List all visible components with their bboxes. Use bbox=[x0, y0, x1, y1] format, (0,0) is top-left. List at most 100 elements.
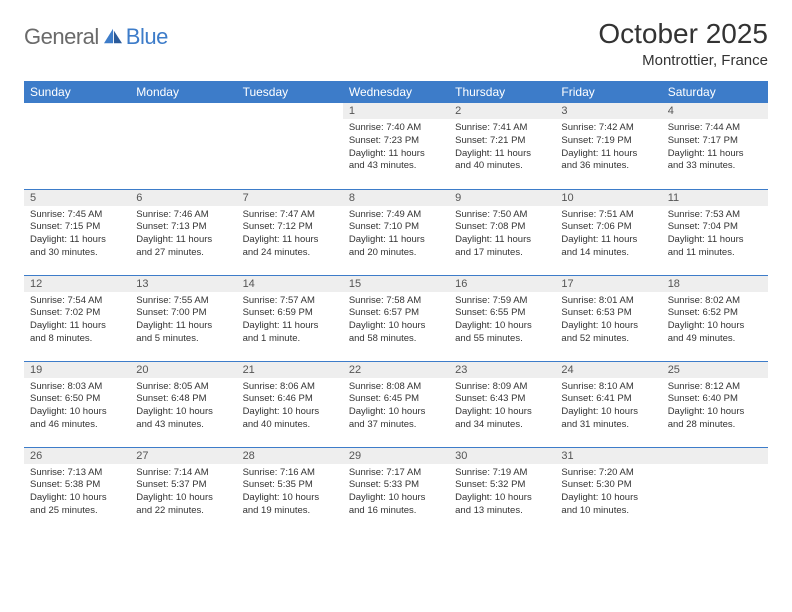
day-number: 28 bbox=[237, 448, 343, 464]
day-content: Sunrise: 7:20 AMSunset: 5:30 PMDaylight:… bbox=[555, 464, 661, 522]
logo-text-blue: Blue bbox=[126, 24, 168, 50]
day-content: Sunrise: 8:06 AMSunset: 6:46 PMDaylight:… bbox=[237, 378, 343, 436]
day-number: 12 bbox=[24, 276, 130, 292]
day-content: Sunrise: 8:12 AMSunset: 6:40 PMDaylight:… bbox=[662, 378, 768, 436]
day-cell: 11Sunrise: 7:53 AMSunset: 7:04 PMDayligh… bbox=[662, 189, 768, 275]
day-cell bbox=[130, 103, 236, 189]
day-number: 11 bbox=[662, 190, 768, 206]
day-cell: 30Sunrise: 7:19 AMSunset: 5:32 PMDayligh… bbox=[449, 447, 555, 533]
day-cell: 18Sunrise: 8:02 AMSunset: 6:52 PMDayligh… bbox=[662, 275, 768, 361]
day-number: 21 bbox=[237, 362, 343, 378]
location: Montrottier, France bbox=[598, 52, 768, 69]
day-content: Sunrise: 7:19 AMSunset: 5:32 PMDaylight:… bbox=[449, 464, 555, 522]
day-cell bbox=[662, 447, 768, 533]
day-number: 13 bbox=[130, 276, 236, 292]
day-number: 3 bbox=[555, 103, 661, 119]
day-cell: 4Sunrise: 7:44 AMSunset: 7:17 PMDaylight… bbox=[662, 103, 768, 189]
day-cell: 13Sunrise: 7:55 AMSunset: 7:00 PMDayligh… bbox=[130, 275, 236, 361]
day-content: Sunrise: 7:14 AMSunset: 5:37 PMDaylight:… bbox=[130, 464, 236, 522]
calendar-body: 1Sunrise: 7:40 AMSunset: 7:23 PMDaylight… bbox=[24, 103, 768, 533]
day-content: Sunrise: 7:41 AMSunset: 7:21 PMDaylight:… bbox=[449, 119, 555, 177]
day-content: Sunrise: 7:55 AMSunset: 7:00 PMDaylight:… bbox=[130, 292, 236, 350]
day-cell: 26Sunrise: 7:13 AMSunset: 5:38 PMDayligh… bbox=[24, 447, 130, 533]
day-cell: 28Sunrise: 7:16 AMSunset: 5:35 PMDayligh… bbox=[237, 447, 343, 533]
title-block: October 2025 Montrottier, France bbox=[598, 18, 768, 69]
week-row: 1Sunrise: 7:40 AMSunset: 7:23 PMDaylight… bbox=[24, 103, 768, 189]
day-number: 25 bbox=[662, 362, 768, 378]
day-number: 24 bbox=[555, 362, 661, 378]
logo-text-general: General bbox=[24, 24, 99, 50]
day-number: 2 bbox=[449, 103, 555, 119]
day-content: Sunrise: 7:53 AMSunset: 7:04 PMDaylight:… bbox=[662, 206, 768, 264]
day-cell: 3Sunrise: 7:42 AMSunset: 7:19 PMDaylight… bbox=[555, 103, 661, 189]
weekday-header-cell: Friday bbox=[555, 81, 661, 103]
week-row: 12Sunrise: 7:54 AMSunset: 7:02 PMDayligh… bbox=[24, 275, 768, 361]
day-content: Sunrise: 7:54 AMSunset: 7:02 PMDaylight:… bbox=[24, 292, 130, 350]
day-content: Sunrise: 8:10 AMSunset: 6:41 PMDaylight:… bbox=[555, 378, 661, 436]
day-number: 27 bbox=[130, 448, 236, 464]
day-cell bbox=[24, 103, 130, 189]
day-content: Sunrise: 8:02 AMSunset: 6:52 PMDaylight:… bbox=[662, 292, 768, 350]
weekday-header-cell: Saturday bbox=[662, 81, 768, 103]
day-number: 1 bbox=[343, 103, 449, 119]
day-cell: 29Sunrise: 7:17 AMSunset: 5:33 PMDayligh… bbox=[343, 447, 449, 533]
day-content: Sunrise: 7:47 AMSunset: 7:12 PMDaylight:… bbox=[237, 206, 343, 264]
day-number: 29 bbox=[343, 448, 449, 464]
day-cell: 22Sunrise: 8:08 AMSunset: 6:45 PMDayligh… bbox=[343, 361, 449, 447]
day-cell: 17Sunrise: 8:01 AMSunset: 6:53 PMDayligh… bbox=[555, 275, 661, 361]
day-number: 7 bbox=[237, 190, 343, 206]
day-cell: 16Sunrise: 7:59 AMSunset: 6:55 PMDayligh… bbox=[449, 275, 555, 361]
day-content: Sunrise: 7:57 AMSunset: 6:59 PMDaylight:… bbox=[237, 292, 343, 350]
day-cell: 21Sunrise: 8:06 AMSunset: 6:46 PMDayligh… bbox=[237, 361, 343, 447]
day-number: 14 bbox=[237, 276, 343, 292]
day-content: Sunrise: 7:16 AMSunset: 5:35 PMDaylight:… bbox=[237, 464, 343, 522]
day-content: Sunrise: 7:45 AMSunset: 7:15 PMDaylight:… bbox=[24, 206, 130, 264]
day-content: Sunrise: 7:50 AMSunset: 7:08 PMDaylight:… bbox=[449, 206, 555, 264]
day-content: Sunrise: 8:05 AMSunset: 6:48 PMDaylight:… bbox=[130, 378, 236, 436]
day-number: 5 bbox=[24, 190, 130, 206]
day-number: 30 bbox=[449, 448, 555, 464]
week-row: 26Sunrise: 7:13 AMSunset: 5:38 PMDayligh… bbox=[24, 447, 768, 533]
day-content: Sunrise: 7:44 AMSunset: 7:17 PMDaylight:… bbox=[662, 119, 768, 177]
day-cell: 23Sunrise: 8:09 AMSunset: 6:43 PMDayligh… bbox=[449, 361, 555, 447]
header: General Blue October 2025 Montrottier, F… bbox=[24, 18, 768, 69]
weekday-header-cell: Monday bbox=[130, 81, 236, 103]
weekday-header-cell: Wednesday bbox=[343, 81, 449, 103]
logo: General Blue bbox=[24, 18, 168, 50]
day-content: Sunrise: 7:40 AMSunset: 7:23 PMDaylight:… bbox=[343, 119, 449, 177]
day-content: Sunrise: 8:03 AMSunset: 6:50 PMDaylight:… bbox=[24, 378, 130, 436]
day-number: 10 bbox=[555, 190, 661, 206]
day-number-empty bbox=[662, 448, 768, 464]
day-content: Sunrise: 8:01 AMSunset: 6:53 PMDaylight:… bbox=[555, 292, 661, 350]
day-content: Sunrise: 7:58 AMSunset: 6:57 PMDaylight:… bbox=[343, 292, 449, 350]
day-cell: 6Sunrise: 7:46 AMSunset: 7:13 PMDaylight… bbox=[130, 189, 236, 275]
day-content: Sunrise: 7:13 AMSunset: 5:38 PMDaylight:… bbox=[24, 464, 130, 522]
day-cell: 24Sunrise: 8:10 AMSunset: 6:41 PMDayligh… bbox=[555, 361, 661, 447]
day-cell: 12Sunrise: 7:54 AMSunset: 7:02 PMDayligh… bbox=[24, 275, 130, 361]
day-content: Sunrise: 7:49 AMSunset: 7:10 PMDaylight:… bbox=[343, 206, 449, 264]
day-number: 6 bbox=[130, 190, 236, 206]
day-cell: 9Sunrise: 7:50 AMSunset: 7:08 PMDaylight… bbox=[449, 189, 555, 275]
month-title: October 2025 bbox=[598, 18, 768, 50]
day-number: 4 bbox=[662, 103, 768, 119]
day-number: 31 bbox=[555, 448, 661, 464]
day-cell: 5Sunrise: 7:45 AMSunset: 7:15 PMDaylight… bbox=[24, 189, 130, 275]
weekday-header-cell: Tuesday bbox=[237, 81, 343, 103]
day-content: Sunrise: 8:09 AMSunset: 6:43 PMDaylight:… bbox=[449, 378, 555, 436]
day-number: 19 bbox=[24, 362, 130, 378]
day-cell: 7Sunrise: 7:47 AMSunset: 7:12 PMDaylight… bbox=[237, 189, 343, 275]
day-number: 20 bbox=[130, 362, 236, 378]
weekday-header-row: SundayMondayTuesdayWednesdayThursdayFrid… bbox=[24, 81, 768, 103]
day-cell: 20Sunrise: 8:05 AMSunset: 6:48 PMDayligh… bbox=[130, 361, 236, 447]
day-cell: 14Sunrise: 7:57 AMSunset: 6:59 PMDayligh… bbox=[237, 275, 343, 361]
logo-sail-icon bbox=[102, 27, 124, 45]
day-number: 26 bbox=[24, 448, 130, 464]
day-number: 16 bbox=[449, 276, 555, 292]
day-content: Sunrise: 7:42 AMSunset: 7:19 PMDaylight:… bbox=[555, 119, 661, 177]
day-number: 8 bbox=[343, 190, 449, 206]
day-cell: 10Sunrise: 7:51 AMSunset: 7:06 PMDayligh… bbox=[555, 189, 661, 275]
day-cell: 2Sunrise: 7:41 AMSunset: 7:21 PMDaylight… bbox=[449, 103, 555, 189]
day-cell: 15Sunrise: 7:58 AMSunset: 6:57 PMDayligh… bbox=[343, 275, 449, 361]
day-cell bbox=[237, 103, 343, 189]
calendar-table: SundayMondayTuesdayWednesdayThursdayFrid… bbox=[24, 81, 768, 533]
